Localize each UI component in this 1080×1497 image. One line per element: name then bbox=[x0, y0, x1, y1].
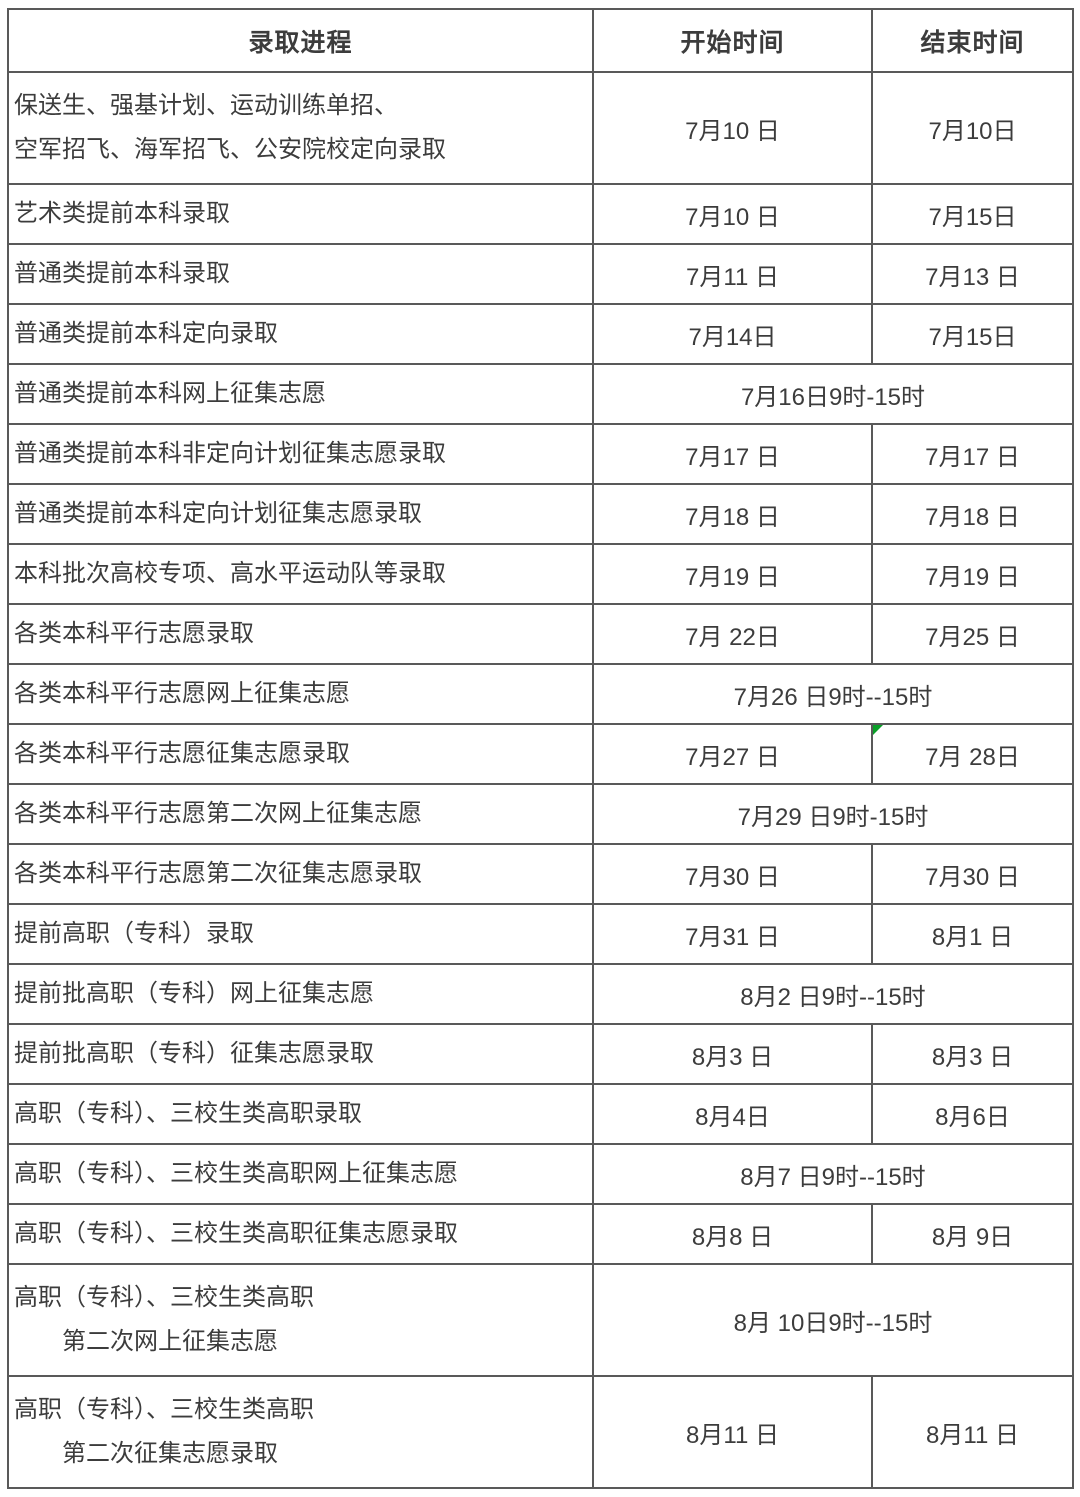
start-date-cell: 8月4日 bbox=[592, 1083, 873, 1145]
table-row: 各类本科平行志愿第二次网上征集志愿 7月29 日9时-15时 bbox=[7, 783, 1074, 845]
col-header-start: 开始时间 bbox=[592, 8, 873, 73]
table-row: 各类本科平行志愿网上征集志愿 7月26 日9时--15时 bbox=[7, 663, 1074, 725]
end-date-cell: 7月15日 bbox=[871, 303, 1074, 365]
process-cell: 普通类提前本科非定向计划征集志愿录取 bbox=[7, 423, 594, 485]
end-date-cell: 8月6日 bbox=[871, 1083, 1074, 1145]
table-row: 高职（专科）、三校生类高职录取 8月4日 8月6日 bbox=[7, 1083, 1074, 1145]
time-range-cell: 8月 10日9时--15时 bbox=[592, 1263, 1074, 1377]
start-date-cell: 7月 22日 bbox=[592, 603, 873, 665]
start-date-cell: 8月8 日 bbox=[592, 1203, 873, 1265]
end-date-cell: 7月18 日 bbox=[871, 483, 1074, 545]
end-date-cell: 7月17 日 bbox=[871, 423, 1074, 485]
end-date-cell: 7月15日 bbox=[871, 183, 1074, 245]
start-date-cell: 8月3 日 bbox=[592, 1023, 873, 1085]
process-cell: 提前批高职（专科）征集志愿录取 bbox=[7, 1023, 594, 1085]
table-row: 普通类提前本科录取 7月11 日 7月13 日 bbox=[7, 243, 1074, 305]
start-date-cell: 8月11 日 bbox=[592, 1375, 873, 1489]
process-cell: 高职（专科）、三校生类高职录取 bbox=[7, 1083, 594, 1145]
end-date-cell: 7月19 日 bbox=[871, 543, 1074, 605]
admission-schedule-table: 录取进程 开始时间 结束时间 保送生、强基计划、运动训练单招、 空军招飞、海军招… bbox=[7, 8, 1074, 1489]
process-cell: 保送生、强基计划、运动训练单招、 空军招飞、海军招飞、公安院校定向录取 bbox=[7, 71, 594, 185]
end-date-cell: 7月 28日 bbox=[871, 723, 1074, 785]
table-header: 录取进程 开始时间 结束时间 bbox=[7, 8, 1074, 73]
process-cell: 各类本科平行志愿第二次网上征集志愿 bbox=[7, 783, 594, 845]
process-cell: 提前高职（专科）录取 bbox=[7, 903, 594, 965]
process-cell: 各类本科平行志愿网上征集志愿 bbox=[7, 663, 594, 725]
end-date-cell: 7月13 日 bbox=[871, 243, 1074, 305]
start-date-cell: 7月31 日 bbox=[592, 903, 873, 965]
table-row: 高职（专科）、三校生类高职网上征集志愿 8月7 日9时--15时 bbox=[7, 1143, 1074, 1205]
process-cell: 各类本科平行志愿录取 bbox=[7, 603, 594, 665]
table-row: 保送生、强基计划、运动训练单招、 空军招飞、海军招飞、公安院校定向录取 7月10 … bbox=[7, 71, 1074, 185]
end-date-cell: 8月1 日 bbox=[871, 903, 1074, 965]
table-body: 保送生、强基计划、运动训练单招、 空军招飞、海军招飞、公安院校定向录取 7月10 … bbox=[7, 71, 1074, 1489]
col-header-process: 录取进程 bbox=[7, 8, 594, 73]
table-row: 高职（专科）、三校生类高职 第二次网上征集志愿 8月 10日9时--15时 bbox=[7, 1263, 1074, 1377]
table-row: 各类本科平行志愿征集志愿录取 7月27 日 7月 28日 bbox=[7, 723, 1074, 785]
table-row: 普通类提前本科网上征集志愿 7月16日9时-15时 bbox=[7, 363, 1074, 425]
end-date-cell: 7月25 日 bbox=[871, 603, 1074, 665]
end-date-cell: 7月10日 bbox=[871, 71, 1074, 185]
start-date-cell: 7月30 日 bbox=[592, 843, 873, 905]
process-cell: 高职（专科）、三校生类高职 第二次网上征集志愿 bbox=[7, 1263, 594, 1377]
table-row: 普通类提前本科非定向计划征集志愿录取 7月17 日 7月17 日 bbox=[7, 423, 1074, 485]
table-row: 各类本科平行志愿第二次征集志愿录取 7月30 日 7月30 日 bbox=[7, 843, 1074, 905]
end-date-cell: 8月11 日 bbox=[871, 1375, 1074, 1489]
time-range-cell: 8月2 日9时--15时 bbox=[592, 963, 1074, 1025]
time-range-cell: 8月7 日9时--15时 bbox=[592, 1143, 1074, 1205]
start-date-cell: 7月10 日 bbox=[592, 71, 873, 185]
header-row: 录取进程 开始时间 结束时间 bbox=[7, 8, 1074, 73]
table-row: 艺术类提前本科录取 7月10 日 7月15日 bbox=[7, 183, 1074, 245]
table-row: 提前高职（专科）录取 7月31 日 8月1 日 bbox=[7, 903, 1074, 965]
process-cell: 普通类提前本科录取 bbox=[7, 243, 594, 305]
start-date-cell: 7月14日 bbox=[592, 303, 873, 365]
time-range-cell: 7月16日9时-15时 bbox=[592, 363, 1074, 425]
start-date-cell: 7月19 日 bbox=[592, 543, 873, 605]
table-row: 高职（专科）、三校生类高职 第二次征集志愿录取 8月11 日 8月11 日 bbox=[7, 1375, 1074, 1489]
start-date-cell: 7月10 日 bbox=[592, 183, 873, 245]
col-header-end: 结束时间 bbox=[871, 8, 1074, 73]
process-cell: 高职（专科）、三校生类高职征集志愿录取 bbox=[7, 1203, 594, 1265]
time-range-cell: 7月29 日9时-15时 bbox=[592, 783, 1074, 845]
process-cell: 高职（专科）、三校生类高职网上征集志愿 bbox=[7, 1143, 594, 1205]
process-cell: 普通类提前本科网上征集志愿 bbox=[7, 363, 594, 425]
end-date-cell: 7月30 日 bbox=[871, 843, 1074, 905]
end-date-cell: 8月 9日 bbox=[871, 1203, 1074, 1265]
process-cell: 各类本科平行志愿征集志愿录取 bbox=[7, 723, 594, 785]
process-cell: 本科批次高校专项、高水平运动队等录取 bbox=[7, 543, 594, 605]
table-row: 提前批高职（专科）网上征集志愿 8月2 日9时--15时 bbox=[7, 963, 1074, 1025]
table-row: 提前批高职（专科）征集志愿录取 8月3 日 8月3 日 bbox=[7, 1023, 1074, 1085]
table-row: 本科批次高校专项、高水平运动队等录取 7月19 日 7月19 日 bbox=[7, 543, 1074, 605]
table-row: 普通类提前本科定向录取 7月14日 7月15日 bbox=[7, 303, 1074, 365]
start-date-cell: 7月18 日 bbox=[592, 483, 873, 545]
process-cell: 艺术类提前本科录取 bbox=[7, 183, 594, 245]
table-row: 各类本科平行志愿录取 7月 22日 7月25 日 bbox=[7, 603, 1074, 665]
process-cell: 提前批高职（专科）网上征集志愿 bbox=[7, 963, 594, 1025]
end-date-cell: 8月3 日 bbox=[871, 1023, 1074, 1085]
start-date-cell: 7月27 日 bbox=[592, 723, 873, 785]
start-date-cell: 7月17 日 bbox=[592, 423, 873, 485]
process-cell: 各类本科平行志愿第二次征集志愿录取 bbox=[7, 843, 594, 905]
table-row: 普通类提前本科定向计划征集志愿录取 7月18 日 7月18 日 bbox=[7, 483, 1074, 545]
process-cell: 普通类提前本科定向录取 bbox=[7, 303, 594, 365]
process-cell: 高职（专科）、三校生类高职 第二次征集志愿录取 bbox=[7, 1375, 594, 1489]
cell-comment-marker-icon bbox=[874, 726, 883, 735]
time-range-cell: 7月26 日9时--15时 bbox=[592, 663, 1074, 725]
start-date-cell: 7月11 日 bbox=[592, 243, 873, 305]
table-row: 高职（专科）、三校生类高职征集志愿录取 8月8 日 8月 9日 bbox=[7, 1203, 1074, 1265]
process-cell: 普通类提前本科定向计划征集志愿录取 bbox=[7, 483, 594, 545]
